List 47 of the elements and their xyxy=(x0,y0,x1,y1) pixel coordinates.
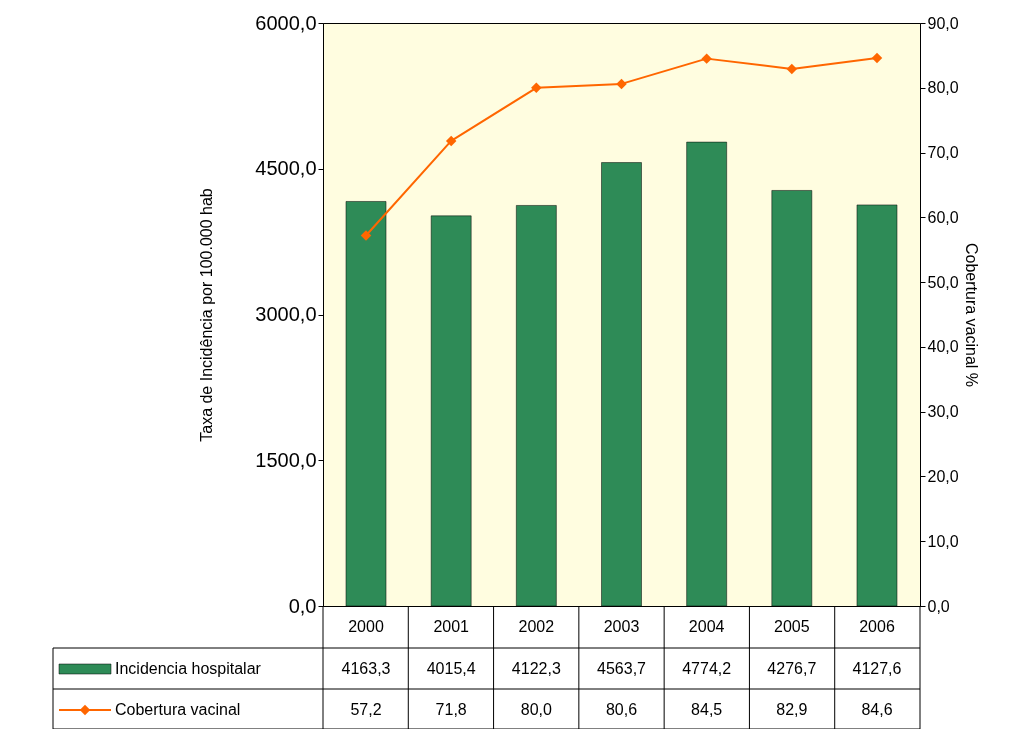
point xyxy=(531,82,542,94)
y-tick-label: 3000,0 xyxy=(255,303,317,325)
y2-axis-title: Cobertura vacinal % xyxy=(962,242,980,388)
data-label: 4127,6 xyxy=(852,660,902,677)
y2-tick-label: 0,0 xyxy=(927,597,950,615)
data-label: 4015,4 xyxy=(426,660,476,677)
y2-tick-label: 40,0 xyxy=(927,338,959,356)
y2-tick-label: 50,0 xyxy=(927,273,959,291)
x-tick-label: 2006 xyxy=(859,618,895,635)
data-label: 4276,7 xyxy=(767,660,817,677)
y2-tick-label: 70,0 xyxy=(927,144,959,162)
y-tick-label: 0,0 xyxy=(288,594,317,617)
x-tick-label: 2005 xyxy=(774,618,810,635)
point xyxy=(360,230,372,241)
x-tick-label: 2000 xyxy=(348,618,384,635)
point xyxy=(701,53,712,64)
y-axis-title: Taxa de Incidência por 100.000 hab xyxy=(198,188,216,442)
y2-tick-label: 80,0 xyxy=(927,79,959,97)
y-tick-label: 4500,0 xyxy=(255,157,317,180)
y2-tick-label: 30,0 xyxy=(927,403,959,421)
legend-label: Cobertura vacinal xyxy=(115,701,241,718)
data-label: 80,0 xyxy=(520,701,553,718)
x-tick-label: 2004 xyxy=(688,618,725,635)
x-tick-label: 2001 xyxy=(433,618,470,635)
data-label: 80,6 xyxy=(605,701,638,718)
y2-tick-label: 60,0 xyxy=(927,208,959,226)
data-label: 4122,3 xyxy=(511,660,561,677)
y2-tick-label: 20,0 xyxy=(927,467,959,485)
data-label: 4774,2 xyxy=(682,660,732,677)
data-label: 4163,3 xyxy=(341,660,391,677)
y-tick-label: 6000,0 xyxy=(255,11,317,34)
data-label: 4563,7 xyxy=(597,660,647,677)
data-label: 57,2 xyxy=(350,701,382,718)
point xyxy=(786,63,798,75)
y2-tick-label: 10,0 xyxy=(927,532,959,550)
x-tick-label: 2003 xyxy=(603,618,640,635)
data-label: 82,9 xyxy=(776,701,808,718)
data-label: 71,8 xyxy=(435,701,467,718)
point xyxy=(871,52,883,64)
data-label: 84,6 xyxy=(861,701,893,718)
data-label: 84,5 xyxy=(691,701,723,718)
point xyxy=(616,78,627,90)
point xyxy=(445,135,457,147)
legend-label: Incidencia hospitalar xyxy=(115,660,262,677)
y2-tick-label: 90,0 xyxy=(927,14,959,32)
x-tick-label: 2002 xyxy=(518,618,555,635)
y-tick-label: 1500,0 xyxy=(255,448,317,471)
